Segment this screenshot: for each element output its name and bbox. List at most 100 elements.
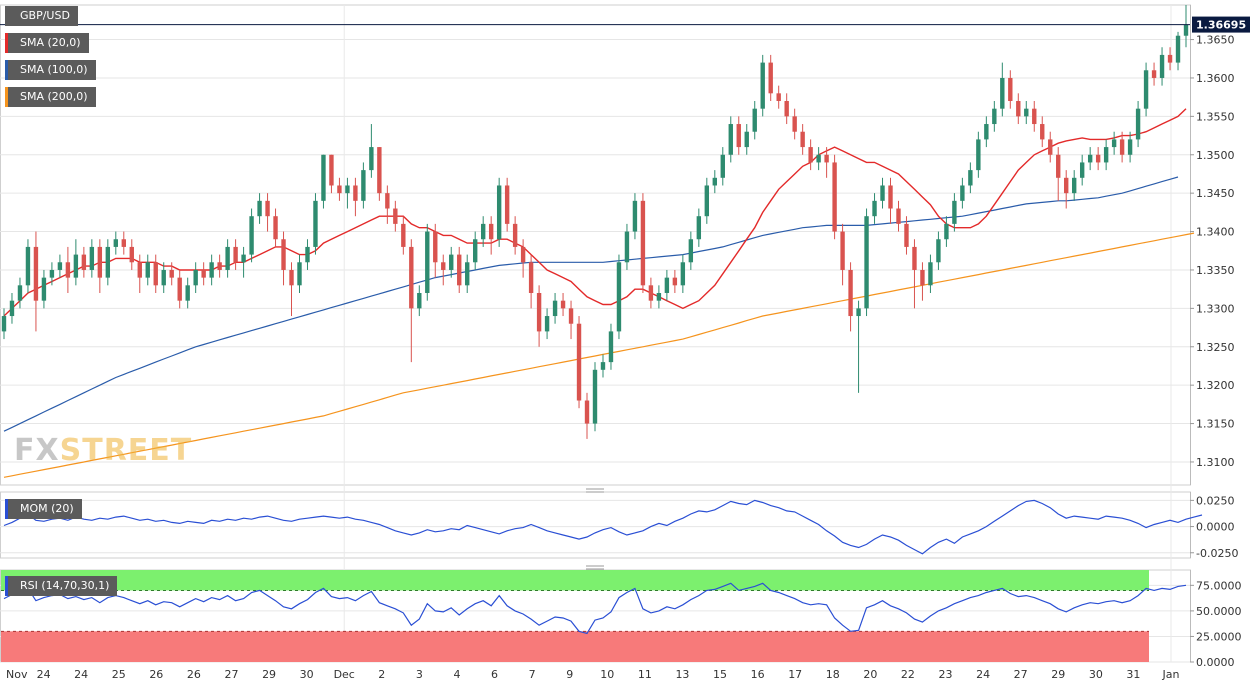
candle-body — [465, 262, 470, 286]
candle-body — [792, 116, 797, 132]
x-tick-label: 24 — [37, 668, 51, 681]
price-y-tick-label: 1.3550 — [1196, 110, 1235, 123]
candle-body — [9, 300, 15, 317]
candle-body — [728, 124, 733, 155]
price-y-tick-label: 1.3400 — [1196, 226, 1235, 239]
sma20-line — [3, 108, 1187, 317]
candle-body — [1024, 108, 1029, 117]
x-tick-label: 26 — [149, 668, 163, 681]
candle-body — [321, 154, 326, 201]
candle-body — [121, 239, 126, 247]
candle-body — [784, 101, 789, 117]
candle-body — [808, 147, 813, 163]
x-tick-label: 6 — [491, 668, 498, 681]
candle-body — [449, 254, 454, 270]
candle-body — [664, 277, 670, 293]
candle-body — [1095, 154, 1101, 163]
mom-line — [3, 499, 1203, 555]
candle-body — [217, 262, 222, 270]
legend-rsi[interactable]: RSI (14,70,30,1) — [5, 576, 118, 596]
price-y-tick-label: 1.3650 — [1196, 34, 1235, 47]
candle-body — [233, 246, 238, 263]
candle-body — [89, 246, 95, 270]
candle-body — [137, 262, 142, 278]
candle-body — [145, 262, 150, 278]
candle-body — [640, 200, 646, 286]
grid-layer — [0, 4, 1191, 663]
x-tick-label: 25 — [112, 668, 126, 681]
candle-body — [41, 277, 47, 301]
candle-body — [1056, 154, 1061, 178]
legend-symbol[interactable]: GBP/USD — [5, 6, 78, 26]
candle-body — [49, 269, 55, 278]
candle-body — [744, 131, 749, 148]
candle-body — [105, 246, 111, 278]
x-tick-label: 24 — [74, 668, 88, 681]
candle-body — [1079, 162, 1085, 178]
x-tick-label: 15 — [713, 668, 727, 681]
legend-sma200[interactable]: SMA (200,0) — [5, 87, 96, 107]
candle-body — [65, 262, 71, 278]
price-y-tick-label: 1.3450 — [1196, 187, 1235, 200]
candle-body — [273, 216, 278, 240]
candle-body — [720, 154, 725, 178]
candle-body — [600, 362, 606, 370]
candle-body — [1135, 108, 1141, 140]
price-y-tick-label: 1.3150 — [1196, 418, 1235, 431]
candle-body — [936, 239, 941, 263]
candle-body — [81, 254, 87, 270]
candle-body — [504, 185, 510, 224]
candle-body — [760, 62, 765, 109]
candle-body — [688, 239, 694, 263]
candle-body — [313, 200, 318, 247]
series-layer — [3, 108, 1203, 635]
candle-body — [1143, 70, 1149, 109]
candle-body — [185, 285, 190, 301]
candle-body — [1103, 147, 1109, 163]
candle-body — [832, 162, 837, 232]
x-tick-label: 31 — [1126, 668, 1140, 681]
rsi-y-tick-label: 75.0000 — [1196, 579, 1242, 592]
candle-body — [153, 262, 158, 286]
pane-frame-mom — [0, 491, 1191, 559]
candle-body — [401, 223, 406, 247]
candle-body — [488, 223, 494, 240]
candle-body — [393, 208, 398, 224]
candle-body — [888, 185, 893, 209]
x-tick-label: 29 — [262, 668, 276, 681]
mom-y-tick-label: 0.0000 — [1196, 521, 1235, 534]
legend-sma20[interactable]: SMA (20,0) — [5, 33, 89, 53]
legend-mom[interactable]: MOM (20) — [5, 499, 82, 519]
price-y-tick-label: 1.3300 — [1196, 302, 1235, 315]
candle-body — [33, 246, 39, 301]
rsi-overbought-zone — [1, 570, 1149, 591]
price-y-tick-label: 1.3100 — [1196, 456, 1235, 469]
x-tick-label: 7 — [529, 668, 536, 681]
candle-body — [1127, 139, 1133, 155]
price-y-tick-label: 1.3600 — [1196, 72, 1235, 85]
price-y-tick-label: 1.3350 — [1196, 264, 1235, 277]
candle-body — [337, 185, 342, 194]
x-tick-label: 4 — [453, 668, 460, 681]
candle-body — [1000, 77, 1005, 109]
candle-body — [584, 400, 590, 424]
candle-body — [265, 200, 270, 217]
candle-body — [512, 223, 518, 247]
candle-body — [480, 223, 486, 240]
x-tick-label: 23 — [939, 668, 953, 681]
legend-sma100[interactable]: SMA (100,0) — [5, 60, 96, 80]
candle-body — [800, 131, 805, 148]
x-tick-label: 22 — [901, 668, 915, 681]
candle-body — [257, 200, 262, 217]
x-tick-label: 30 — [300, 668, 314, 681]
candle-body — [409, 246, 414, 309]
x-tick-label: 27 — [1014, 668, 1028, 681]
last-price-label: 1.36695 — [1196, 19, 1246, 32]
candle-body — [97, 246, 103, 278]
candle-body — [768, 62, 773, 94]
candle-body — [1159, 54, 1165, 78]
candle-body — [624, 231, 630, 263]
candle-body — [840, 231, 845, 270]
candle-body — [976, 139, 981, 171]
